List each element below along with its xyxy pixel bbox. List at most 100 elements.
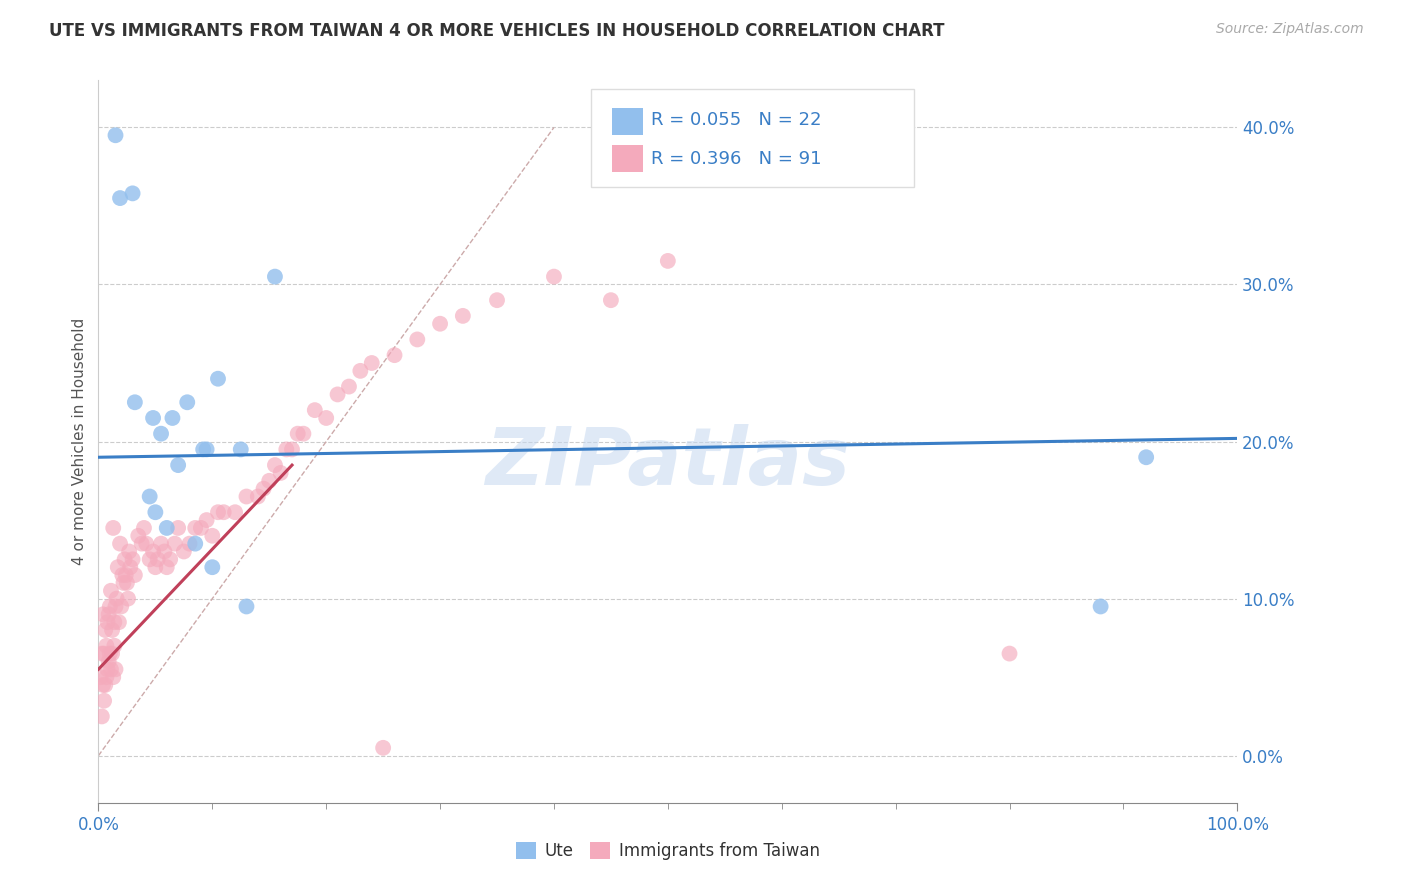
Point	[998, 647, 1021, 661]
Point	[163, 536, 186, 550]
Point	[91, 607, 114, 622]
Point	[96, 670, 118, 684]
Point	[212, 505, 235, 519]
Point	[101, 647, 124, 661]
Point	[121, 552, 143, 566]
Point	[235, 599, 257, 614]
Point	[159, 552, 181, 566]
Text: ZIPatlas: ZIPatlas	[485, 425, 851, 502]
Point	[451, 309, 474, 323]
Point	[124, 568, 146, 582]
Point	[543, 269, 565, 284]
Point	[138, 490, 160, 504]
Point	[1090, 599, 1112, 614]
Point	[264, 458, 287, 472]
Point	[207, 505, 229, 519]
Point	[349, 364, 371, 378]
Point	[103, 639, 125, 653]
Point	[120, 560, 142, 574]
Point	[193, 442, 215, 457]
Point	[104, 662, 127, 676]
Point	[292, 426, 315, 441]
Point	[114, 552, 136, 566]
Point	[246, 490, 269, 504]
Legend: Ute, Immigrants from Taiwan: Ute, Immigrants from Taiwan	[509, 835, 827, 867]
Point	[124, 395, 146, 409]
Point	[96, 639, 118, 653]
Point	[150, 426, 173, 441]
Point	[315, 411, 337, 425]
Point	[114, 568, 136, 582]
Point	[384, 348, 406, 362]
Point	[167, 458, 190, 472]
Point	[360, 356, 382, 370]
Point	[96, 662, 118, 676]
Point	[162, 411, 184, 425]
Point	[108, 191, 131, 205]
Point	[97, 655, 120, 669]
Point	[108, 615, 131, 630]
Point	[145, 505, 167, 519]
Point	[94, 623, 117, 637]
Point	[103, 521, 125, 535]
Point	[167, 521, 190, 535]
Point	[429, 317, 451, 331]
Point	[110, 599, 132, 614]
Point	[252, 482, 274, 496]
Point	[235, 490, 257, 504]
Text: Source: ZipAtlas.com: Source: ZipAtlas.com	[1216, 22, 1364, 37]
Point	[105, 591, 128, 606]
Point	[657, 253, 679, 268]
Point	[103, 615, 125, 630]
Point	[276, 442, 298, 457]
Point	[326, 387, 349, 401]
Point	[184, 521, 207, 535]
Point	[91, 678, 114, 692]
Point	[127, 529, 149, 543]
Point	[90, 647, 112, 661]
Point	[104, 599, 127, 614]
Point	[270, 466, 292, 480]
Point	[93, 694, 115, 708]
Point	[184, 536, 207, 550]
Point	[145, 560, 167, 574]
Point	[146, 552, 169, 566]
Point	[207, 372, 229, 386]
Point	[96, 615, 118, 630]
Point	[108, 536, 131, 550]
Point	[190, 521, 212, 535]
Point	[103, 670, 125, 684]
Point	[100, 583, 122, 598]
Point	[101, 623, 124, 637]
Point	[201, 529, 224, 543]
Point	[98, 647, 121, 661]
Point	[121, 186, 143, 201]
Point	[131, 536, 153, 550]
Point	[90, 709, 112, 723]
Point	[97, 607, 120, 622]
Point	[281, 442, 304, 457]
Point	[115, 575, 138, 590]
Point	[138, 552, 160, 566]
Point	[176, 395, 198, 409]
Point	[111, 568, 134, 582]
Point	[600, 293, 623, 308]
Point	[104, 128, 127, 143]
Point	[98, 599, 121, 614]
Point	[195, 442, 218, 457]
Point	[112, 575, 135, 590]
Point	[287, 426, 309, 441]
Point	[259, 474, 281, 488]
Point	[173, 544, 195, 558]
Point	[179, 536, 201, 550]
Point	[142, 544, 165, 558]
Point	[94, 678, 117, 692]
Point	[371, 740, 394, 755]
Point	[150, 536, 173, 550]
Point	[156, 560, 179, 574]
Point	[117, 591, 139, 606]
Point	[224, 505, 246, 519]
Point	[304, 403, 326, 417]
Text: UTE VS IMMIGRANTS FROM TAIWAN 4 OR MORE VEHICLES IN HOUSEHOLD CORRELATION CHART: UTE VS IMMIGRANTS FROM TAIWAN 4 OR MORE …	[49, 22, 945, 40]
Point	[195, 513, 218, 527]
